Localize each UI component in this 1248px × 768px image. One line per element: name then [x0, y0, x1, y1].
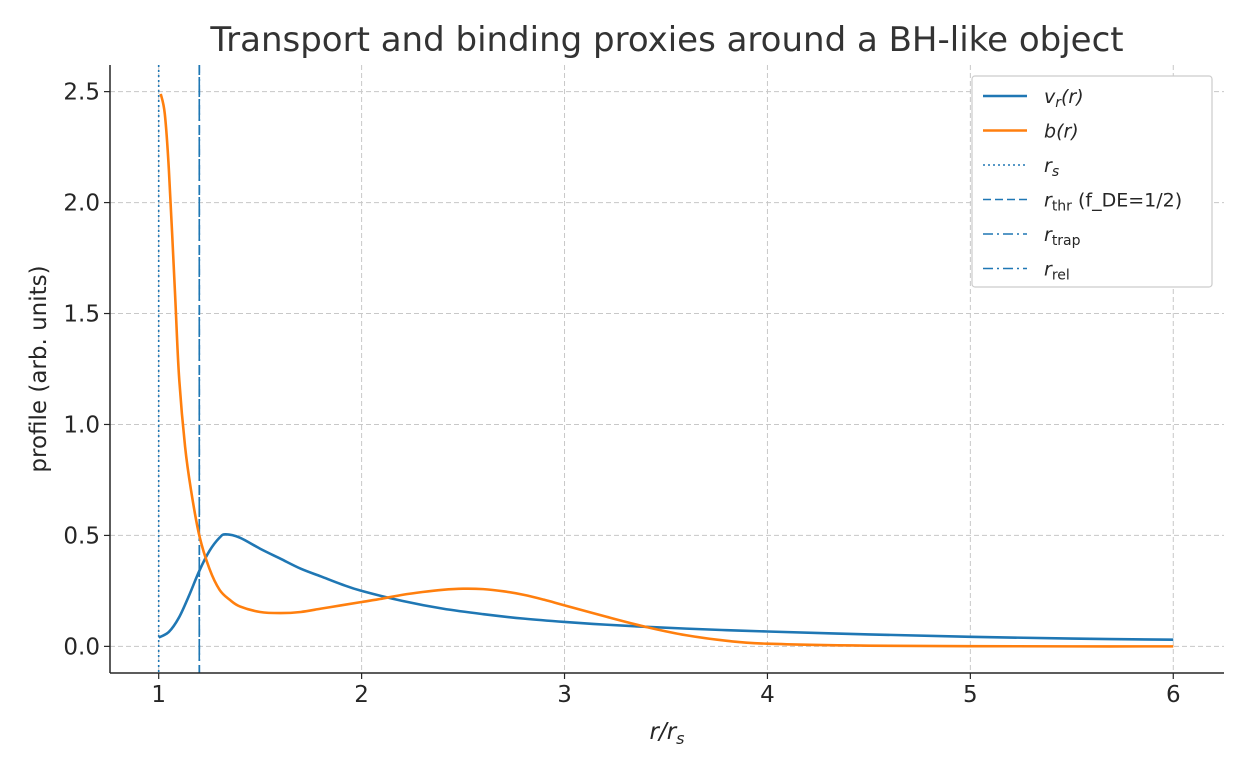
- y-tick-label-5: 2.5: [63, 80, 100, 106]
- legend-label-2: rs: [1044, 155, 1059, 180]
- x-tick-label-5: 6: [1166, 682, 1181, 708]
- x-tick-label-3: 4: [760, 682, 775, 708]
- y-tick-label-4: 2.0: [63, 191, 100, 217]
- legend-label-1: b(r): [1044, 121, 1079, 143]
- y-tick-label-0: 0.0: [63, 634, 100, 660]
- x-tick-label-2: 3: [557, 682, 572, 708]
- y-tick-label-2: 1.0: [63, 412, 100, 438]
- y-tick-label-3: 1.5: [63, 302, 100, 328]
- x-tick-label-0: 1: [151, 682, 166, 708]
- legend-frame: [971, 75, 1213, 288]
- legend-label-4: rtrap: [1044, 224, 1081, 249]
- ticks: 1 2 3 4 5 6 0.0 0.5 1.0 1.5 2.0 2.5: [63, 80, 1180, 708]
- y-axis-label: profile (arb. units): [26, 265, 52, 472]
- x-axis-label-main: r/r: [649, 719, 677, 745]
- axes: [109, 65, 1224, 674]
- series-line-0: [158, 533, 1174, 642]
- legend-label-0: vr(r): [1044, 86, 1084, 111]
- x-tick-label-1: 2: [354, 682, 369, 708]
- series-layer: [158, 93, 1174, 648]
- legend: vr(r) b(r) rs rthr (f_DE=1/2)rtrap rrel: [971, 75, 1213, 288]
- x-tick-label-4: 5: [963, 682, 978, 708]
- legend-label-5: rrel: [1044, 259, 1070, 284]
- chart-title: Transport and binding proxies around a B…: [209, 20, 1123, 60]
- series-line-1: [159, 93, 1174, 648]
- x-axis-label: r/rs: [649, 719, 684, 748]
- legend-label-3: rthr (f_DE=1/2): [1044, 190, 1182, 215]
- x-axis-label-sub: s: [676, 729, 684, 748]
- y-tick-label-1: 0.5: [63, 523, 100, 549]
